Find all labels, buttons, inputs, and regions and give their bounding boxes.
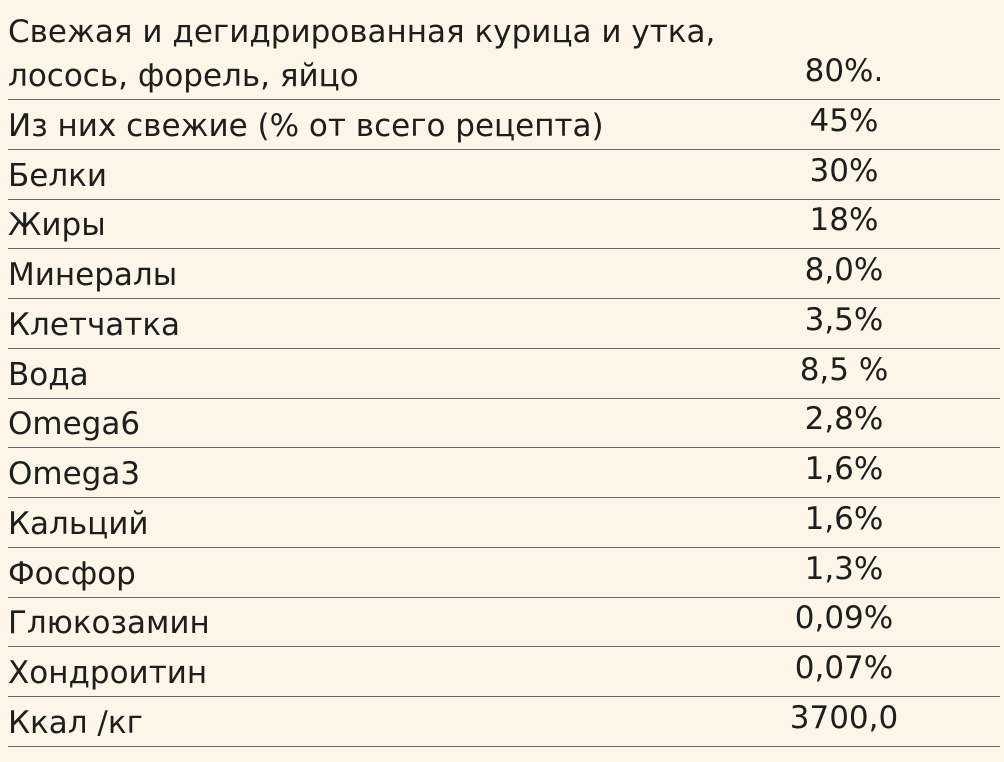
cell-label: Фосфор — [8, 555, 136, 592]
cell-value: 0,09% — [794, 600, 894, 637]
cell-label: Ккал /кг — [8, 704, 143, 741]
cell-label: Клетчатка — [8, 306, 181, 343]
cell-value: 18% — [809, 202, 879, 239]
table-row: Вода 8,5 % — [8, 349, 1000, 399]
cell-value: 8,5 % — [799, 351, 889, 388]
cell-value: 3,5% — [804, 301, 884, 338]
cell-label: Omega3 — [8, 456, 141, 493]
table-row: Клетчатка 3,5% — [8, 299, 1000, 349]
cell-label: Из них свежие (% от всего рецепта) — [8, 107, 604, 144]
table-row: Свежая и дегидрированная курица и утка, … — [8, 0, 1000, 100]
cell-value: 0,07% — [794, 650, 894, 687]
cell-label: Хондроитин — [8, 655, 208, 692]
table-row: Из них свежие (% от всего рецепта) 45% — [8, 100, 1000, 150]
table-row: Omega6 2,8% — [8, 399, 1000, 449]
table-row: Хондроитин 0,07% — [8, 647, 1000, 698]
table-row: Кальций 1,6% — [8, 498, 1000, 548]
cell-label: Кальций — [8, 505, 149, 542]
table-row: Белки 30% — [8, 150, 1000, 200]
cell-value: 1,6% — [804, 451, 884, 488]
cell-label: Свежая и дегидрированная курица и утка, … — [8, 14, 716, 94]
cell-label: Вода — [8, 356, 89, 393]
cell-value: 1,6% — [804, 500, 884, 537]
table-row: Omega3 1,6% — [8, 448, 1000, 499]
cell-label: Глюкозамин — [8, 605, 210, 642]
cell-value: 30% — [809, 152, 879, 189]
cell-value: 2,8% — [804, 401, 884, 438]
cell-value: 80%. — [804, 53, 884, 89]
cell-label: Omega6 — [8, 406, 141, 443]
cell-label: Белки — [8, 157, 108, 194]
cell-value: 3700,0 — [789, 699, 899, 736]
cell-label: Минералы — [8, 257, 178, 294]
table-row: Минералы 8,0% — [8, 249, 1000, 300]
table-row: Ккал /кг 3700,0 — [8, 697, 1000, 747]
cell-label: Жиры — [8, 207, 106, 244]
cell-value: 45% — [809, 102, 879, 139]
cell-value: 8,0% — [804, 252, 884, 289]
table-row: Жиры 18% — [8, 200, 1000, 250]
table-row: Глюкозамин 0,09% — [8, 598, 1000, 648]
table-row: Фосфор 1,3% — [8, 548, 1000, 598]
cell-value: 1,3% — [804, 550, 884, 587]
